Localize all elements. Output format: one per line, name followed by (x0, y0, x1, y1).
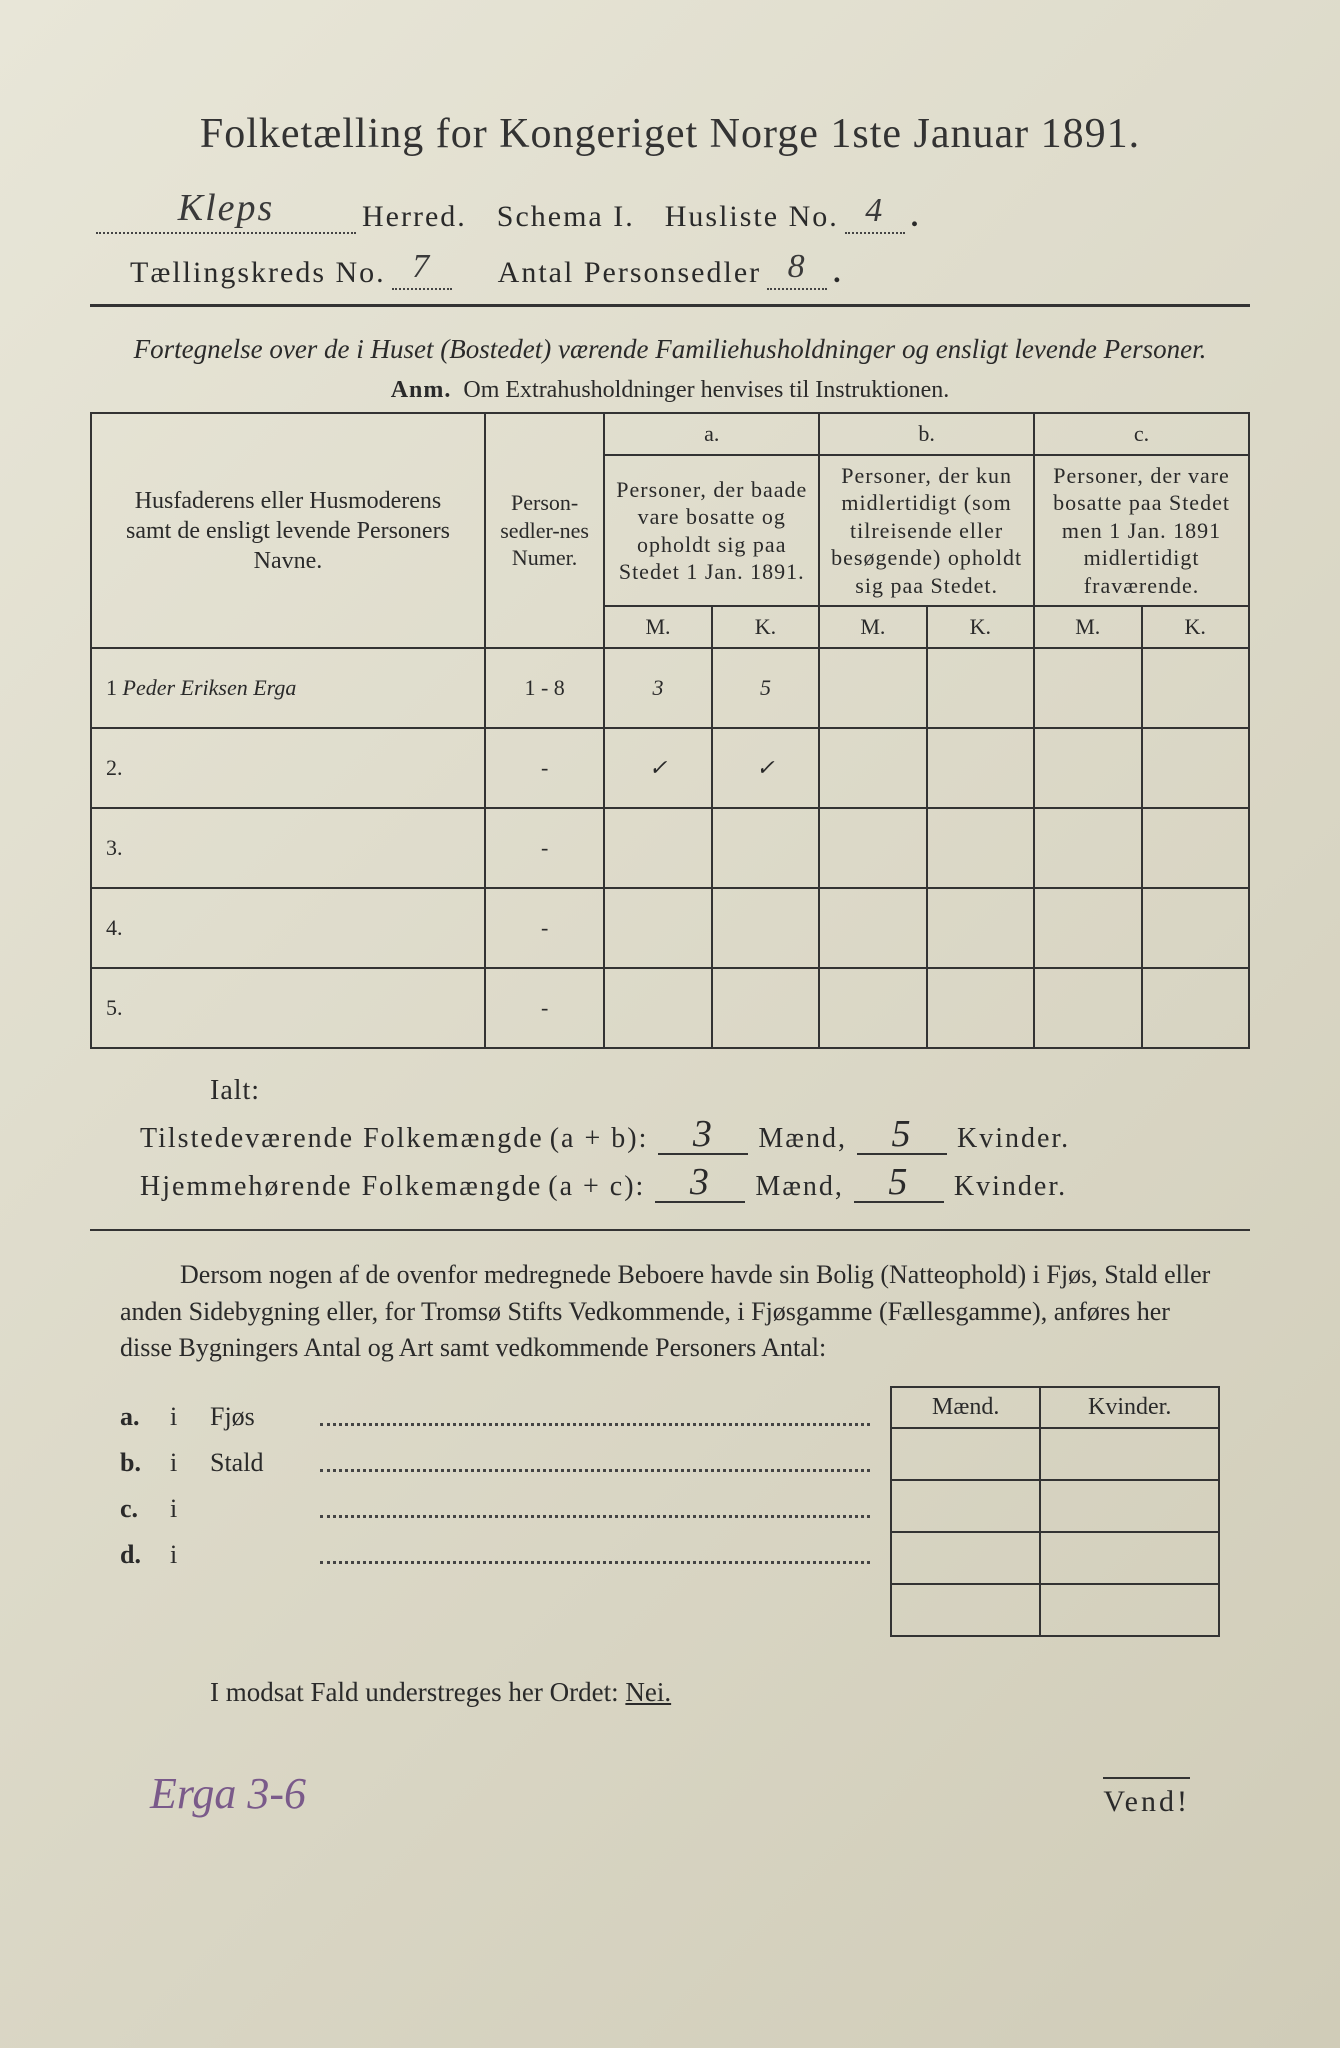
husliste-label: Husliste No. (665, 200, 839, 234)
tkreds-value: 7 (392, 248, 452, 290)
side-row: d.i (120, 1540, 870, 1570)
side-building-paragraph: Dersom nogen af de ovenfor medregnede Be… (120, 1257, 1220, 1366)
present-women: 5 (857, 1117, 947, 1155)
table-row: 5. - (91, 968, 1249, 1048)
col-numer-header: Person-sedler-nes Numer. (485, 413, 604, 648)
row-aK: ✓ (712, 728, 819, 808)
husliste-value: 4 (845, 192, 905, 234)
ialt-label: Ialt: (210, 1075, 1250, 1107)
row-name: 1 Peder Eriksen Erga (91, 648, 485, 728)
row-bM (819, 968, 926, 1048)
c-k: K. (1142, 606, 1250, 648)
a-m: M. (604, 606, 711, 648)
row-aM: ✓ (604, 728, 711, 808)
total-resident: Hjemmehørende Folkemængde (a + c): 3 Mæn… (140, 1165, 1250, 1203)
nei-line: I modsat Fald understreges her Ordet: Ne… (210, 1677, 1250, 1708)
table-row: 3. - (91, 808, 1249, 888)
header-line-1: Kleps Herred. Schema I. Husliste No. 4 . (90, 186, 1250, 234)
row-cM (1034, 648, 1141, 728)
antal-label: Antal Personsedler (498, 256, 761, 290)
present-men: 3 (658, 1117, 748, 1155)
divider (90, 1229, 1250, 1231)
total-present: Tilstedeværende Folkemængde (a + b): 3 M… (140, 1117, 1250, 1155)
header-line-2: Tællingskreds No. 7 Antal Personsedler 8… (130, 248, 1250, 290)
c-m: M. (1034, 606, 1141, 648)
divider (90, 304, 1250, 307)
side-row: b.iStald (120, 1448, 870, 1478)
row-bM (819, 648, 926, 728)
side-row: c.i (120, 1494, 870, 1524)
table-row: 4. - (91, 888, 1249, 968)
b-k: K. (927, 606, 1034, 648)
footer: Erga 3-6 Vend! (90, 1768, 1250, 1819)
mk-k: Kvinder. (1040, 1387, 1219, 1428)
census-form-page: Folketælling for Kongeriget Norge 1ste J… (0, 0, 1340, 2048)
row-aM (604, 808, 711, 888)
col-b-letter: b. (819, 413, 1034, 455)
row-cM (1034, 728, 1141, 808)
vend-label: Vend! (1103, 1777, 1190, 1819)
row-cK (1142, 648, 1250, 728)
row-cK (1142, 808, 1250, 888)
row-cK (1142, 968, 1250, 1048)
b-m: M. (819, 606, 926, 648)
row-aK: 5 (712, 648, 819, 728)
side-row: a.iFjøs (120, 1402, 870, 1432)
anm-note: Anm. Om Extrahusholdninger henvises til … (90, 377, 1250, 404)
row-cM (1034, 888, 1141, 968)
mk-m: Mænd. (891, 1387, 1040, 1428)
row-numer: - (485, 888, 604, 968)
page-title: Folketælling for Kongeriget Norge 1ste J… (90, 110, 1250, 158)
row-name: 2. (91, 728, 485, 808)
household-table: Husfaderens eller Husmoderens samt de en… (90, 412, 1250, 1049)
row-bM (819, 728, 926, 808)
row-numer: - (485, 728, 604, 808)
table-row: 1 Peder Eriksen Erga1 - 835 (91, 648, 1249, 728)
resident-women: 5 (854, 1165, 944, 1203)
row-bK (927, 728, 1034, 808)
mk-table: Mænd. Kvinder. (890, 1386, 1220, 1637)
row-bK (927, 648, 1034, 728)
col-a-desc: Personer, der baade vare bosatte og opho… (604, 455, 819, 607)
row-name: 4. (91, 888, 485, 968)
row-cK (1142, 888, 1250, 968)
row-numer: - (485, 968, 604, 1048)
table-row: 2. -✓✓ (91, 728, 1249, 808)
row-aK (712, 888, 819, 968)
row-aK (712, 968, 819, 1048)
row-name: 3. (91, 808, 485, 888)
row-cM (1034, 808, 1141, 888)
row-bK (927, 808, 1034, 888)
row-bM (819, 808, 926, 888)
row-aM (604, 968, 711, 1048)
herred-value: Kleps (96, 186, 356, 234)
row-bK (927, 888, 1034, 968)
col-a-letter: a. (604, 413, 819, 455)
row-bM (819, 888, 926, 968)
row-name: 5. (91, 968, 485, 1048)
description: Fortegnelse over de i Huset (Bostedet) v… (90, 331, 1250, 367)
col-names-header: Husfaderens eller Husmoderens samt de en… (91, 413, 485, 648)
row-aM (604, 888, 711, 968)
row-aK (712, 808, 819, 888)
herred-label: Herred. (362, 200, 467, 234)
row-aM: 3 (604, 648, 711, 728)
resident-men: 3 (655, 1165, 745, 1203)
row-cK (1142, 728, 1250, 808)
row-bK (927, 968, 1034, 1048)
col-c-desc: Personer, der vare bosatte paa Stedet me… (1034, 455, 1249, 607)
col-b-desc: Personer, der kun midlertidigt (som tilr… (819, 455, 1034, 607)
row-cM (1034, 968, 1141, 1048)
side-building-block: a.iFjøs b.iStald c.i d.i Mænd. Kvinder. (120, 1386, 1220, 1637)
tkreds-label: Tællingskreds No. (130, 256, 386, 290)
a-k: K. (712, 606, 819, 648)
col-c-letter: c. (1034, 413, 1249, 455)
row-numer: - (485, 808, 604, 888)
footer-handwriting: Erga 3-6 (150, 1768, 306, 1819)
antal-value: 8 (767, 248, 827, 290)
schema-label: Schema I. (497, 200, 635, 234)
row-numer: 1 - 8 (485, 648, 604, 728)
